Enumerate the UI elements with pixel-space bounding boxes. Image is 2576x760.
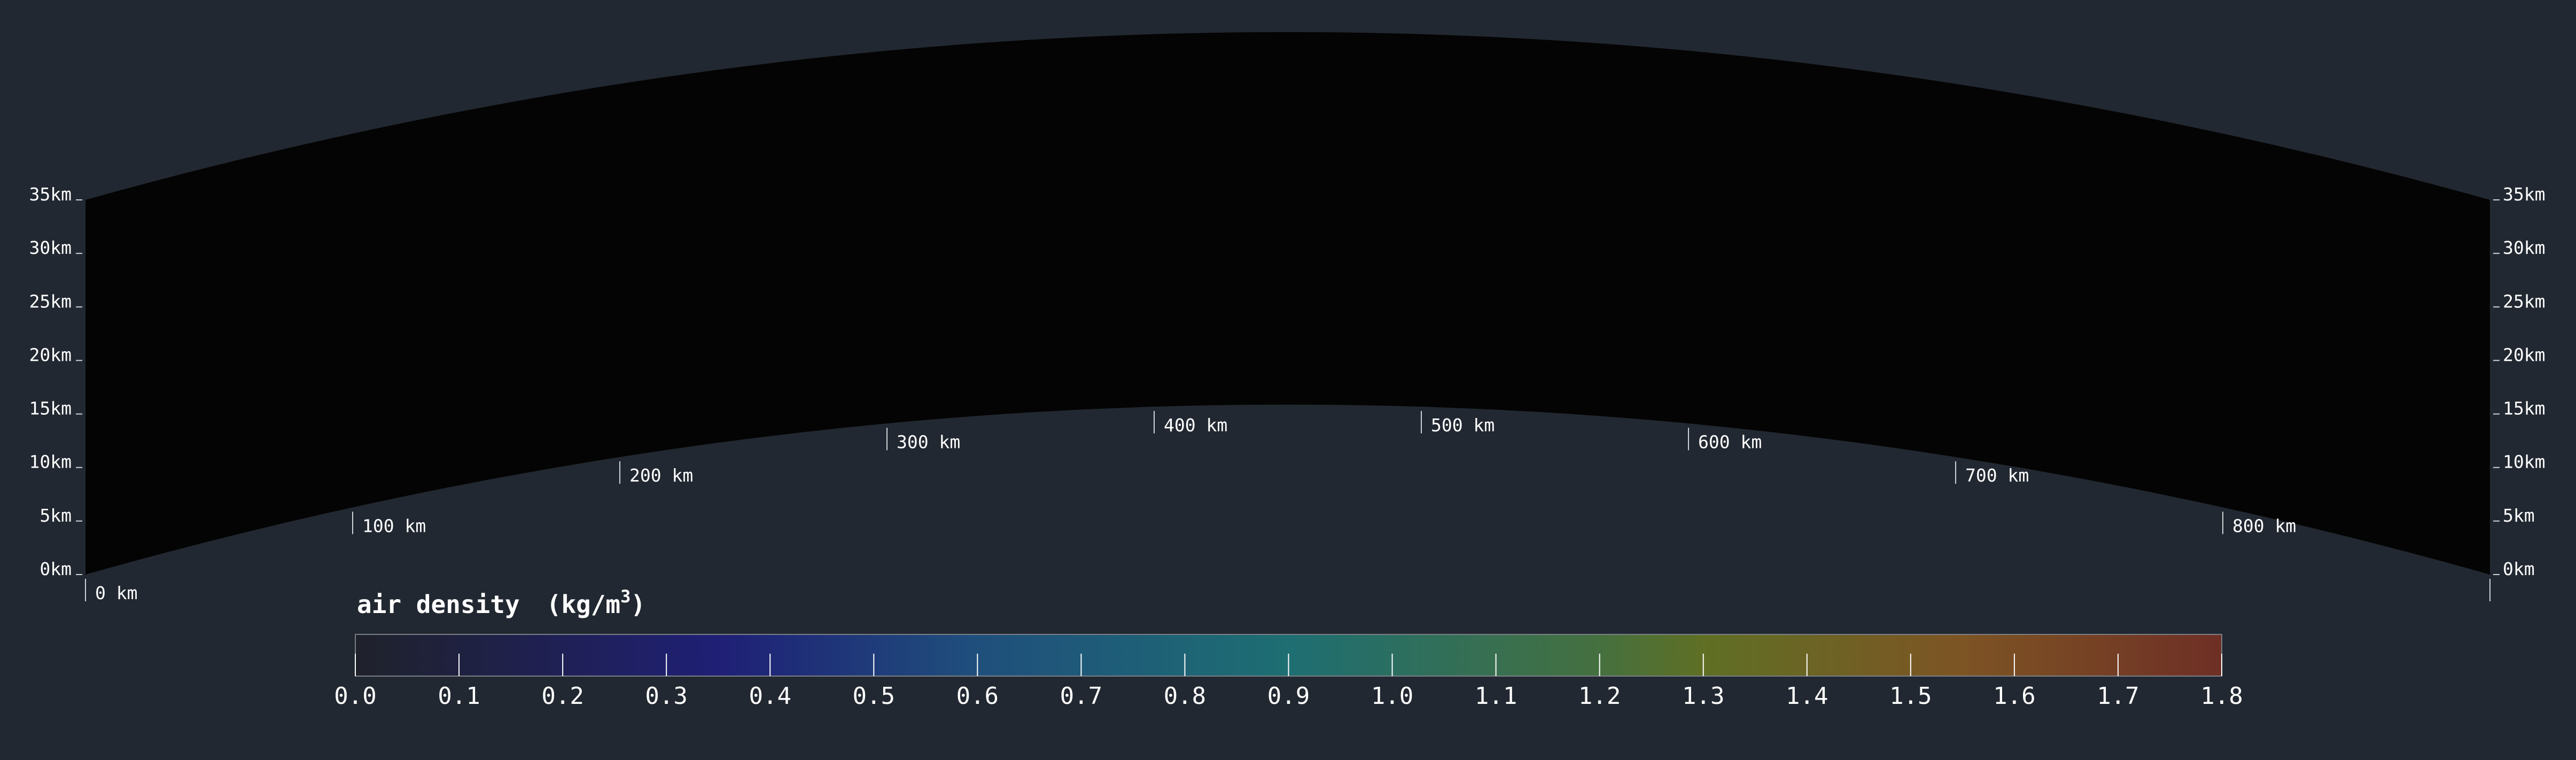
left-altitude-tick-label: 25km (29, 291, 72, 312)
distance-tick-label: 400 km (1164, 415, 1227, 436)
colorbar-tick-label: 1.7 (2097, 683, 2139, 710)
colorbar-tick-label: 0.7 (1060, 683, 1102, 710)
colorbar-tick-label: 0.4 (749, 683, 791, 710)
atmosphere-cross-section-panel (85, 32, 2490, 575)
colorbar-tick-label: 0.5 (853, 683, 895, 710)
colorbar-tick-label: 1.4 (1786, 683, 1828, 710)
colorbar-tick-label: 1.1 (1475, 683, 1517, 710)
left-altitude-tick-label: 30km (29, 237, 72, 258)
colorbar-tick-label: 1.6 (1993, 683, 2035, 710)
right-altitude-tick-label: 20km (2503, 344, 2545, 365)
distance-tick-label: 200 km (629, 465, 693, 486)
distance-tick-label: 100 km (362, 515, 426, 536)
distance-tick-label: 600 km (1698, 431, 1762, 452)
colorbar-tick-label: 0.6 (956, 683, 999, 710)
colorbar-tick-label: 1.2 (1578, 683, 1621, 710)
distance-tick-label: 0 km (95, 583, 137, 603)
colorbar-tick-label: 1.0 (1371, 683, 1413, 710)
right-altitude-tick-label: 5km (2503, 505, 2535, 526)
colorbar-tick-label: 0.0 (334, 683, 376, 710)
colorbar-tick-label: 1.5 (1889, 683, 1932, 710)
distance-axis: 0 km 100 km 200 km 300 km 400 km 500 km 600 km… (85, 410, 2296, 603)
colorbar-tick-label: 0.2 (541, 683, 583, 710)
distance-tick-label: 800 km (2232, 515, 2296, 536)
left-altitude-tick-label: 20km (29, 344, 72, 365)
left-altitude-tick-label: 5km (40, 505, 72, 526)
left-altitude-axis: 0km 5km 10km 15km 20km 25km 30km 35km (29, 184, 82, 579)
distance-tick-label: 500 km (1431, 415, 1495, 436)
colorbar-title-unit-superscript: 3 (620, 586, 631, 607)
left-altitude-tick-label: 15km (29, 398, 72, 419)
right-altitude-tick-label: 15km (2503, 398, 2545, 419)
distance-tick-label: 300 km (897, 431, 960, 452)
colorbar-tick-label: 0.1 (438, 683, 480, 710)
colorbar-tick-label: 1.8 (2200, 683, 2243, 710)
colorbar-title-main: air density (357, 590, 520, 619)
left-altitude-tick-label: 35km (29, 184, 72, 205)
colorbar-tick-label: 0.9 (1267, 683, 1310, 710)
colorbar-ticks: 0.0 0.1 0.2 0.3 0.4 0.5 0.6 0.7 0.8 0.9 1.0 1.1 1.2 1… (334, 654, 2243, 710)
colorbar-title: air density (kg/m3) (357, 586, 645, 619)
right-altitude-tick-label: 0km (2503, 559, 2535, 579)
right-altitude-tick-label: 30km (2503, 237, 2545, 258)
right-altitude-axis: 0km 5km 10km 15km 20km 25km 30km 35km (2489, 184, 2545, 601)
distance-tick-label: 700 km (1965, 465, 2029, 486)
right-altitude-tick-label: 25km (2503, 291, 2545, 312)
left-altitude-tick-label: 0km (40, 559, 72, 579)
colorbar-tick-label: 0.8 (1164, 683, 1206, 710)
left-altitude-tick-label: 10km (29, 452, 72, 472)
right-altitude-tick-label: 35km (2503, 184, 2545, 205)
right-altitude-tick-label: 10km (2503, 452, 2545, 472)
colorbar-title-unit-close: ) (631, 590, 645, 619)
colorbar-tick-label: 0.3 (645, 683, 687, 710)
colorbar-tick-label: 1.3 (1682, 683, 1724, 710)
colorbar-title-unit: (kg/m (547, 590, 620, 619)
